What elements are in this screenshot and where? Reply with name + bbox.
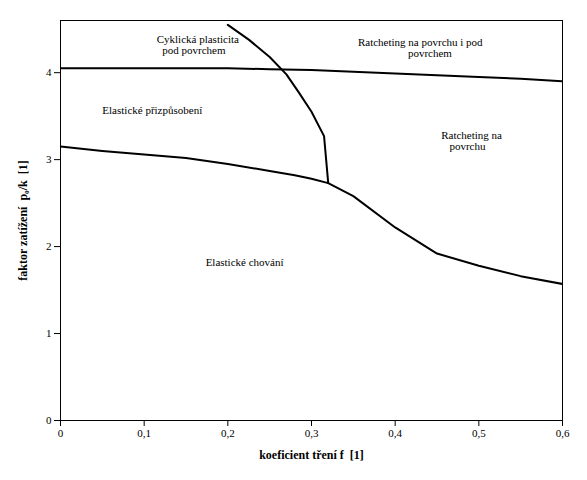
svg-text:0: 0 xyxy=(58,427,64,439)
svg-text:koeficient tření f [1]: koeficient tření f [1] xyxy=(259,448,364,462)
svg-text:Ratcheting na povrchu i pod: Ratcheting na povrchu i pod povrchem xyxy=(358,36,483,59)
svg-text:0,5: 0,5 xyxy=(472,427,486,439)
svg-text:0,2: 0,2 xyxy=(221,427,235,439)
svg-text:1: 1 xyxy=(46,327,52,339)
svg-text:2: 2 xyxy=(46,240,52,252)
svg-text:0,1: 0,1 xyxy=(137,427,151,439)
svg-text:Elastické chování: Elastické chování xyxy=(206,256,284,268)
svg-text:0,3: 0,3 xyxy=(305,427,319,439)
svg-text:faktor zatížení p₀/k [1]: faktor zatížení p₀/k [1] xyxy=(16,160,30,280)
svg-text:Elastické přizpůsobení: Elastické přizpůsobení xyxy=(102,104,202,116)
svg-text:0,6: 0,6 xyxy=(556,427,570,439)
svg-text:4: 4 xyxy=(46,66,52,78)
svg-text:Ratcheting na povrchu: Ratcheting na povrchu xyxy=(441,129,502,152)
svg-text:0,4: 0,4 xyxy=(388,427,402,439)
svg-text:0: 0 xyxy=(46,414,52,426)
svg-text:3: 3 xyxy=(46,153,52,165)
svg-text:Cyklická plasticita pod povrc: Cyklická plasticita pod povrchem xyxy=(157,33,239,56)
